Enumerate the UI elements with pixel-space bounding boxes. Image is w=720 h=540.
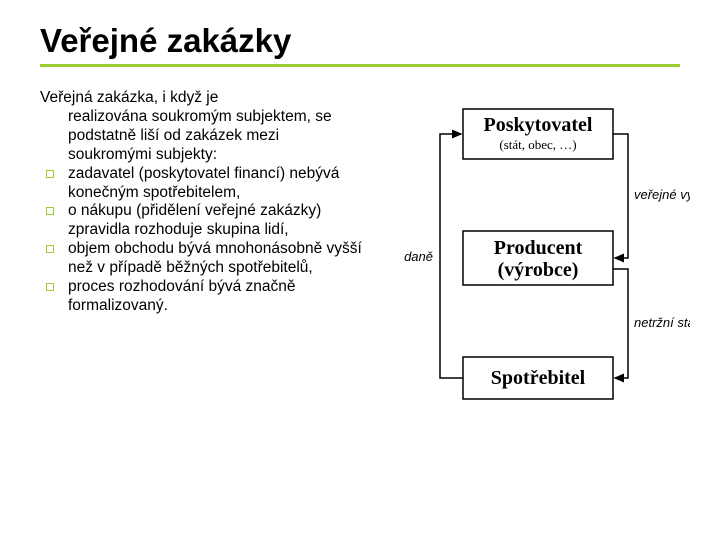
flow-diagram: Poskytovatel (stát, obec, …) Producent (…: [378, 99, 690, 439]
box-producent-sub: (výrobce): [498, 259, 579, 281]
intro-rest: realizována soukromým subjektem, se pods…: [40, 108, 366, 165]
diagram-column: Poskytovatel (stát, obec, …) Producent (…: [378, 99, 690, 444]
text-column: Veřejná zakázka, i když je realizována s…: [40, 89, 366, 444]
intro-first-line: Veřejná zakázka, i když je: [40, 89, 366, 108]
list-item: o nákupu (přidělení veřejné zakázky) zpr…: [40, 202, 366, 240]
intro-text: Veřejná zakázka, i když je realizována s…: [40, 89, 366, 165]
bullet-text: zadavatel (poskytovatel financí) nebývá …: [68, 165, 366, 203]
bullet-icon: [46, 245, 54, 253]
box-spotrebitel-label: Spotřebitel: [491, 367, 586, 389]
list-item: proces rozhodování bývá značně formalizo…: [40, 278, 366, 316]
bullet-text: objem obchodu bývá mnohonásobně vyšší ne…: [68, 240, 366, 278]
label-verejne-vydaje: veřejné výdaje: [634, 187, 690, 202]
list-item: zadavatel (poskytovatel financí) nebývá …: [40, 165, 366, 203]
label-dane: daně: [404, 249, 433, 264]
bullet-icon: [46, 170, 54, 178]
content-row: Veřejná zakázka, i když je realizována s…: [40, 89, 690, 444]
title-underline: [40, 64, 680, 67]
label-netrzni-statky: netržní statky: [634, 315, 690, 330]
arrow-left: [440, 134, 463, 378]
arrow-right-1: [613, 134, 628, 258]
list-item: objem obchodu bývá mnohonásobně vyšší ne…: [40, 240, 366, 278]
bullet-icon: [46, 283, 54, 291]
bullet-text: o nákupu (přidělení veřejné zakázky) zpr…: [68, 202, 366, 240]
box-poskytovatel-label: Poskytovatel: [484, 114, 593, 136]
box-producent-label: Producent: [494, 237, 583, 259]
box-poskytovatel-sub: (stát, obec, …): [499, 137, 576, 152]
page-title: Veřejné zakázky: [40, 22, 690, 60]
bullet-text: proces rozhodování bývá značně formalizo…: [68, 278, 366, 316]
arrow-right-2: [613, 269, 628, 378]
bullet-icon: [46, 207, 54, 215]
